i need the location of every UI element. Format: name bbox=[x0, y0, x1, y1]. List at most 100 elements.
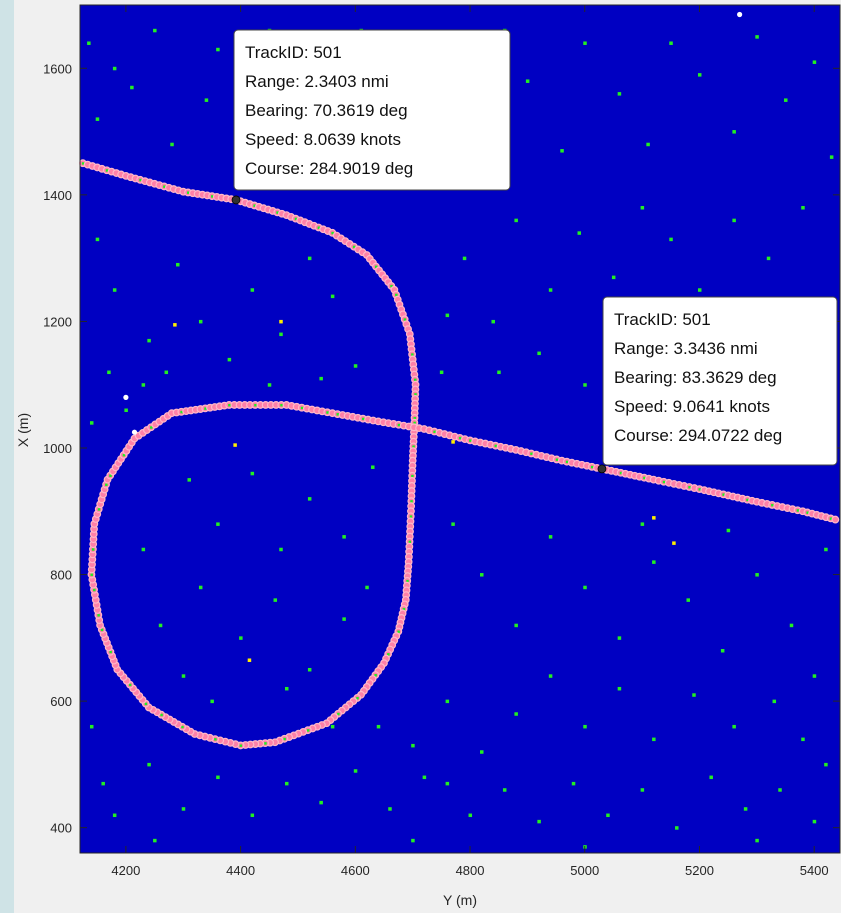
track-detection bbox=[619, 471, 623, 475]
detection-point bbox=[583, 41, 587, 45]
detection-point bbox=[583, 724, 587, 729]
track-detection bbox=[91, 548, 95, 551]
y-axis-label: X (m) bbox=[15, 413, 31, 447]
detection-point bbox=[548, 674, 553, 678]
detection-point bbox=[141, 547, 146, 552]
detection-point bbox=[147, 338, 151, 343]
track-detection bbox=[294, 217, 298, 221]
secondary-detection bbox=[672, 541, 676, 545]
y-tick-label: 1000 bbox=[43, 441, 72, 456]
detection-point bbox=[279, 547, 283, 552]
detection-point bbox=[606, 813, 610, 818]
track-detection bbox=[352, 245, 356, 249]
detection-point bbox=[583, 585, 587, 590]
detection-point bbox=[342, 617, 346, 621]
datatip[interactable]: TrackID: 501 Range: 2.3403 nmi Bearing: 70… bbox=[231, 29, 511, 205]
x-tick-label: 4600 bbox=[341, 863, 370, 878]
detection-point bbox=[439, 370, 444, 375]
detection-point bbox=[89, 421, 94, 425]
x-tick-label: 5000 bbox=[570, 863, 599, 878]
track-detection bbox=[688, 486, 691, 489]
track-detection bbox=[413, 416, 417, 420]
secondary-detection bbox=[652, 516, 656, 520]
track-detection bbox=[413, 378, 417, 382]
detection-point bbox=[365, 585, 369, 590]
datatip-anchor-point[interactable] bbox=[597, 464, 607, 474]
secondary-detection bbox=[451, 440, 455, 444]
track-detection bbox=[97, 614, 100, 617]
detection-point bbox=[577, 231, 582, 235]
track-detection bbox=[306, 729, 310, 732]
detection-point bbox=[778, 788, 782, 792]
detection-point bbox=[514, 712, 518, 716]
detection-point bbox=[112, 288, 117, 292]
detection-point bbox=[548, 535, 553, 539]
detection-point bbox=[445, 781, 450, 786]
datatip-line: Bearing: 70.3619 deg bbox=[245, 101, 408, 120]
track-detection bbox=[374, 265, 378, 269]
detection-point bbox=[307, 497, 312, 501]
datatip-box bbox=[233, 29, 511, 191]
y-tick-label: 600 bbox=[50, 694, 72, 709]
reference-points-layer bbox=[123, 11, 743, 435]
track-detection bbox=[410, 500, 413, 503]
detection-point bbox=[686, 598, 690, 602]
track-detection bbox=[93, 588, 96, 592]
detection-point bbox=[801, 206, 805, 210]
track-detection bbox=[412, 445, 415, 448]
detection-point bbox=[669, 41, 673, 45]
detection-point bbox=[755, 35, 759, 39]
detection-point bbox=[697, 73, 702, 77]
detection-point bbox=[652, 737, 656, 742]
track-detection bbox=[204, 407, 207, 410]
detection-point bbox=[692, 693, 696, 697]
detection-point bbox=[640, 788, 645, 792]
detection-point bbox=[101, 781, 105, 786]
detection-point bbox=[537, 351, 541, 356]
detection-point bbox=[560, 149, 564, 153]
datatip-line: Course: 284.9019 deg bbox=[245, 159, 413, 178]
track-detection bbox=[408, 540, 412, 544]
track-detection bbox=[90, 573, 93, 577]
datatip-anchor-point[interactable] bbox=[231, 195, 241, 205]
track-detection bbox=[643, 476, 646, 480]
reference-point bbox=[123, 394, 129, 400]
detection-point bbox=[181, 807, 186, 811]
detection-point bbox=[617, 636, 622, 640]
track-detection bbox=[331, 231, 334, 235]
detection-point bbox=[153, 28, 157, 33]
detection-point bbox=[353, 364, 358, 368]
track-detection bbox=[746, 498, 749, 502]
detection-point bbox=[732, 724, 736, 729]
detection-point bbox=[514, 218, 518, 223]
detection-point bbox=[87, 41, 91, 45]
detection-point bbox=[611, 275, 616, 280]
detection-point bbox=[422, 775, 427, 780]
axes-layer: 4200 4400 4600 4800 5000 5200 5400 400 600 800 100… bbox=[43, 4, 841, 878]
detection-point bbox=[468, 813, 473, 818]
track-detection bbox=[565, 460, 569, 464]
axes-box bbox=[79, 4, 841, 854]
detection-point bbox=[273, 598, 278, 602]
y-tick-label: 1600 bbox=[43, 61, 72, 76]
datatip[interactable]: TrackID: 501 Range: 3.3436 nmi Bearing: 83… bbox=[597, 296, 838, 474]
detection-point bbox=[216, 47, 220, 52]
track-detection bbox=[109, 650, 112, 654]
track-detection bbox=[356, 696, 359, 700]
track-detection bbox=[239, 744, 243, 747]
detection-point bbox=[158, 623, 163, 628]
track-detection bbox=[397, 423, 401, 427]
detection-point bbox=[675, 826, 679, 830]
detection-point bbox=[376, 724, 381, 729]
detection-point bbox=[829, 155, 834, 159]
detection-point bbox=[726, 528, 731, 533]
track-detection bbox=[771, 503, 774, 507]
detection-point bbox=[112, 813, 117, 818]
detection-point bbox=[480, 750, 484, 754]
track-detection bbox=[105, 483, 108, 487]
track-detection bbox=[150, 426, 153, 429]
track-detection bbox=[283, 737, 286, 741]
track-detection bbox=[337, 712, 340, 716]
detection-point bbox=[181, 674, 186, 678]
